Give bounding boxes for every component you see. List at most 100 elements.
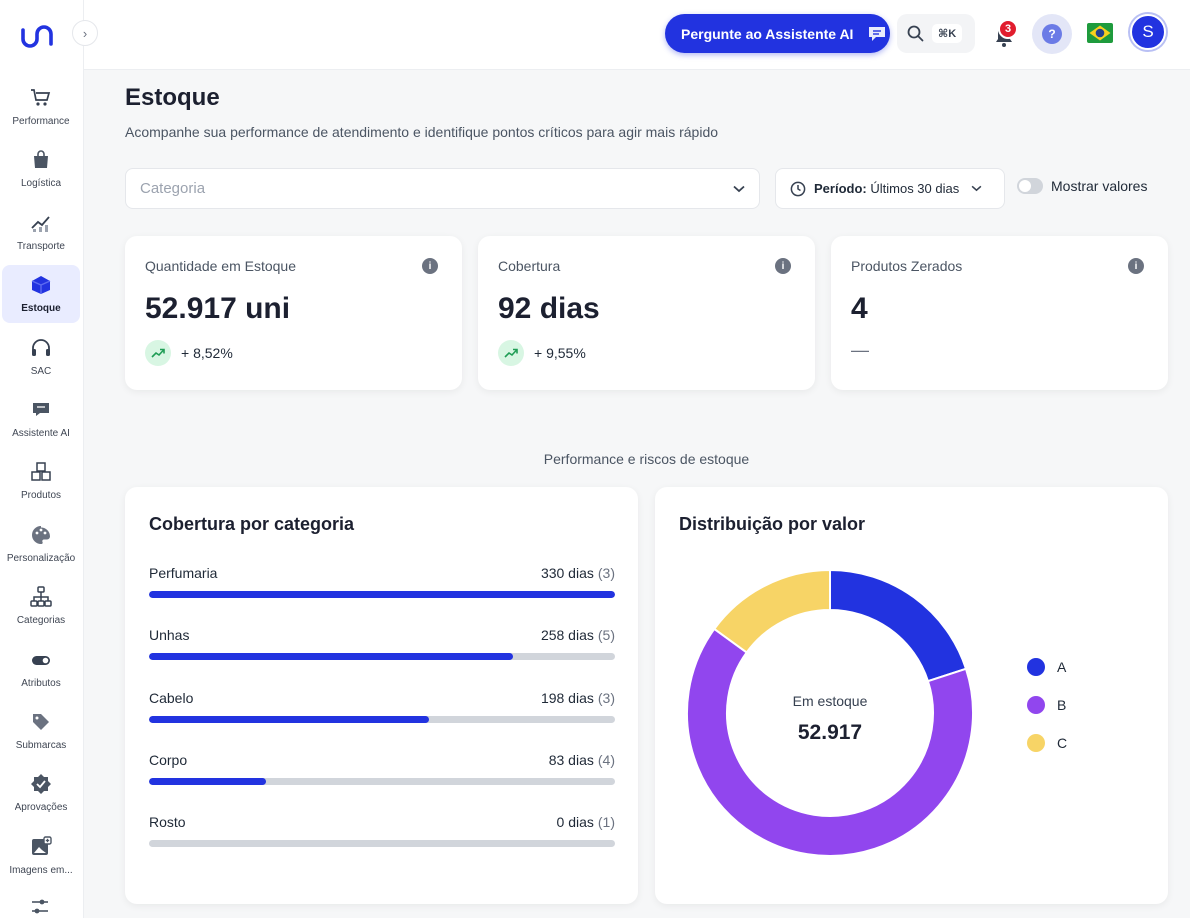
donut-legend: A B C	[1027, 657, 1067, 771]
sliders-icon[interactable]	[30, 898, 50, 916]
kpi-value: 92 dias	[498, 292, 600, 325]
notifications-button[interactable]: 3	[990, 18, 1020, 50]
info-icon[interactable]: i	[422, 258, 438, 274]
sidebar: Performance Logística Transporte Estoque SAC…	[0, 0, 84, 918]
coverage-bar-fill	[149, 715, 429, 723]
donut-slice-c[interactable]	[712, 568, 831, 654]
boxes-icon	[29, 460, 53, 484]
search-button[interactable]: ⌘K	[897, 14, 975, 53]
coverage-days-value: 258 dias	[540, 627, 594, 644]
clock-icon	[790, 181, 806, 196]
sidebar-item-sac[interactable]: SAC	[2, 328, 80, 386]
sidebar-item-label: Aprovações	[14, 802, 68, 814]
headset-icon	[29, 336, 53, 360]
period-select[interactable]: Período: Últimos 30 dias	[775, 168, 1005, 209]
kpi-trend-value: —	[851, 340, 869, 360]
ai-assistant-button[interactable]: Pergunte ao Assistente AI	[665, 14, 890, 53]
sidebar-item-atributos[interactable]: Atributos	[2, 640, 80, 698]
donut-slice-a[interactable]	[829, 568, 968, 683]
trend-up-icon	[498, 340, 524, 366]
category-select[interactable]: Categoria	[125, 168, 760, 209]
page-subtitle: Acompanhe sua performance de atendimento…	[125, 124, 719, 140]
legend-dot	[1027, 658, 1045, 676]
legend-label: B	[1057, 697, 1067, 713]
chart-up-icon	[29, 211, 53, 235]
legend-dot	[1027, 734, 1045, 752]
sidebar-item-label: Personalização	[6, 552, 76, 564]
coverage-days-value: 330 dias	[540, 565, 594, 581]
coverage-row: Cabelo 198 dias (3)	[149, 690, 615, 730]
sidebar-item-transporte[interactable]: Transporte	[2, 203, 80, 261]
sidebar-item-estoque[interactable]: Estoque	[2, 265, 80, 324]
coverage-count: (5)	[597, 627, 615, 644]
sidebar-item-categorias[interactable]: Categorias	[2, 577, 80, 635]
legend-item-b[interactable]: B	[1027, 695, 1067, 715]
sidebar-item-imagens-em[interactable]: Imagens em...	[2, 827, 80, 885]
coverage-row: Rosto 0 dias (1)	[149, 814, 615, 854]
sidebar-item-personalizacao[interactable]: Personalização	[2, 515, 80, 573]
kpi-card-stock-quantity: Quantidade em Estoque i 52.917 uni + 8,5…	[125, 236, 462, 390]
hierarchy-icon	[29, 585, 53, 609]
chat-icon	[29, 398, 53, 422]
sidebar-item-label: Categorias	[16, 615, 66, 627]
info-icon[interactable]: i	[775, 258, 791, 274]
coverage-days: 0 dias (1)	[557, 814, 615, 830]
coverage-bar-fill	[149, 591, 615, 598]
coverage-days: 258 dias (5)	[541, 627, 615, 643]
kpi-trend-value: + 9,55%	[534, 345, 586, 361]
show-values-toggle[interactable]: Mostrar valores	[1017, 178, 1147, 194]
kpi-trend: + 9,55%	[498, 340, 586, 366]
legend-item-c[interactable]: C	[1027, 733, 1067, 753]
coverage-row: Unhas 258 dias (5)	[149, 627, 615, 667]
sidebar-item-logistica[interactable]: Logística	[2, 140, 80, 198]
image-icon	[29, 835, 53, 859]
legend-label: C	[1057, 735, 1068, 751]
shortcut-hint: ⌘K	[932, 24, 963, 43]
brazil-flag-icon[interactable]	[1087, 23, 1113, 43]
cart-icon	[29, 86, 53, 110]
period-value: Últimos 30 dias	[870, 181, 960, 196]
section-title: Performance e riscos de estoque	[543, 451, 750, 467]
coverage-bar-fill	[149, 653, 514, 661]
coverage-days-value: 0 dias	[556, 814, 594, 831]
trend-up-icon	[145, 340, 171, 366]
toggle-label: Mostrar valores	[1051, 178, 1148, 194]
coverage-bar-track	[149, 840, 615, 848]
kpi-card-zeroed-products: Produtos Zerados i 4 —	[831, 236, 1168, 390]
legend-item-a[interactable]: A	[1027, 657, 1067, 677]
sidebar-item-label: Atributos	[21, 677, 61, 689]
brand-logo[interactable]	[20, 24, 60, 50]
coverage-panel: Cobertura por categoria Perfumaria 330 di…	[125, 487, 638, 904]
sidebar-item-aprovacoes[interactable]: Aprovações	[2, 764, 80, 822]
sidebar-item-submarcas[interactable]: Submarcas	[2, 702, 80, 760]
kpi-value: 4	[851, 292, 868, 325]
ai-assistant-label: Pergunte ao Assistente AI	[681, 25, 854, 42]
collapse-sidebar-button[interactable]: ›	[72, 20, 98, 46]
chevron-down-icon	[971, 185, 982, 192]
sidebar-item-produtos[interactable]: Produtos	[2, 452, 80, 510]
help-button[interactable]: ?	[1032, 14, 1072, 54]
donut-slice-b[interactable]	[686, 627, 974, 857]
coverage-bar-track	[149, 591, 615, 598]
palette-icon	[29, 523, 53, 547]
kpi-value: 52.917 uni	[145, 292, 291, 325]
coverage-bar-track	[149, 777, 615, 785]
legend-label: A	[1057, 659, 1067, 675]
info-icon[interactable]: i	[1128, 258, 1144, 274]
sidebar-item-assistente-ai[interactable]: Assistente AI	[2, 390, 80, 448]
box-icon	[29, 273, 53, 297]
sidebar-nav: Performance Logística Transporte Estoque SAC…	[0, 78, 84, 889]
toggle-switch[interactable]	[1017, 178, 1043, 194]
coverage-count: (4)	[597, 751, 615, 768]
coverage-category-name: Cabelo	[149, 689, 194, 706]
donut-center-label: Em estoque	[793, 693, 868, 709]
user-avatar[interactable]: S	[1130, 14, 1166, 50]
sidebar-item-label: Produtos	[20, 490, 62, 502]
chat-bubble-icon	[869, 26, 886, 41]
sidebar-item-performance[interactable]: Performance	[2, 78, 80, 136]
legend-dot	[1027, 696, 1045, 714]
coverage-row: Perfumaria 330 dias (3)	[149, 565, 615, 605]
sidebar-item-label: Estoque	[21, 303, 61, 315]
verified-icon	[29, 772, 53, 796]
distribution-title: Distribuição por valor	[679, 514, 866, 534]
